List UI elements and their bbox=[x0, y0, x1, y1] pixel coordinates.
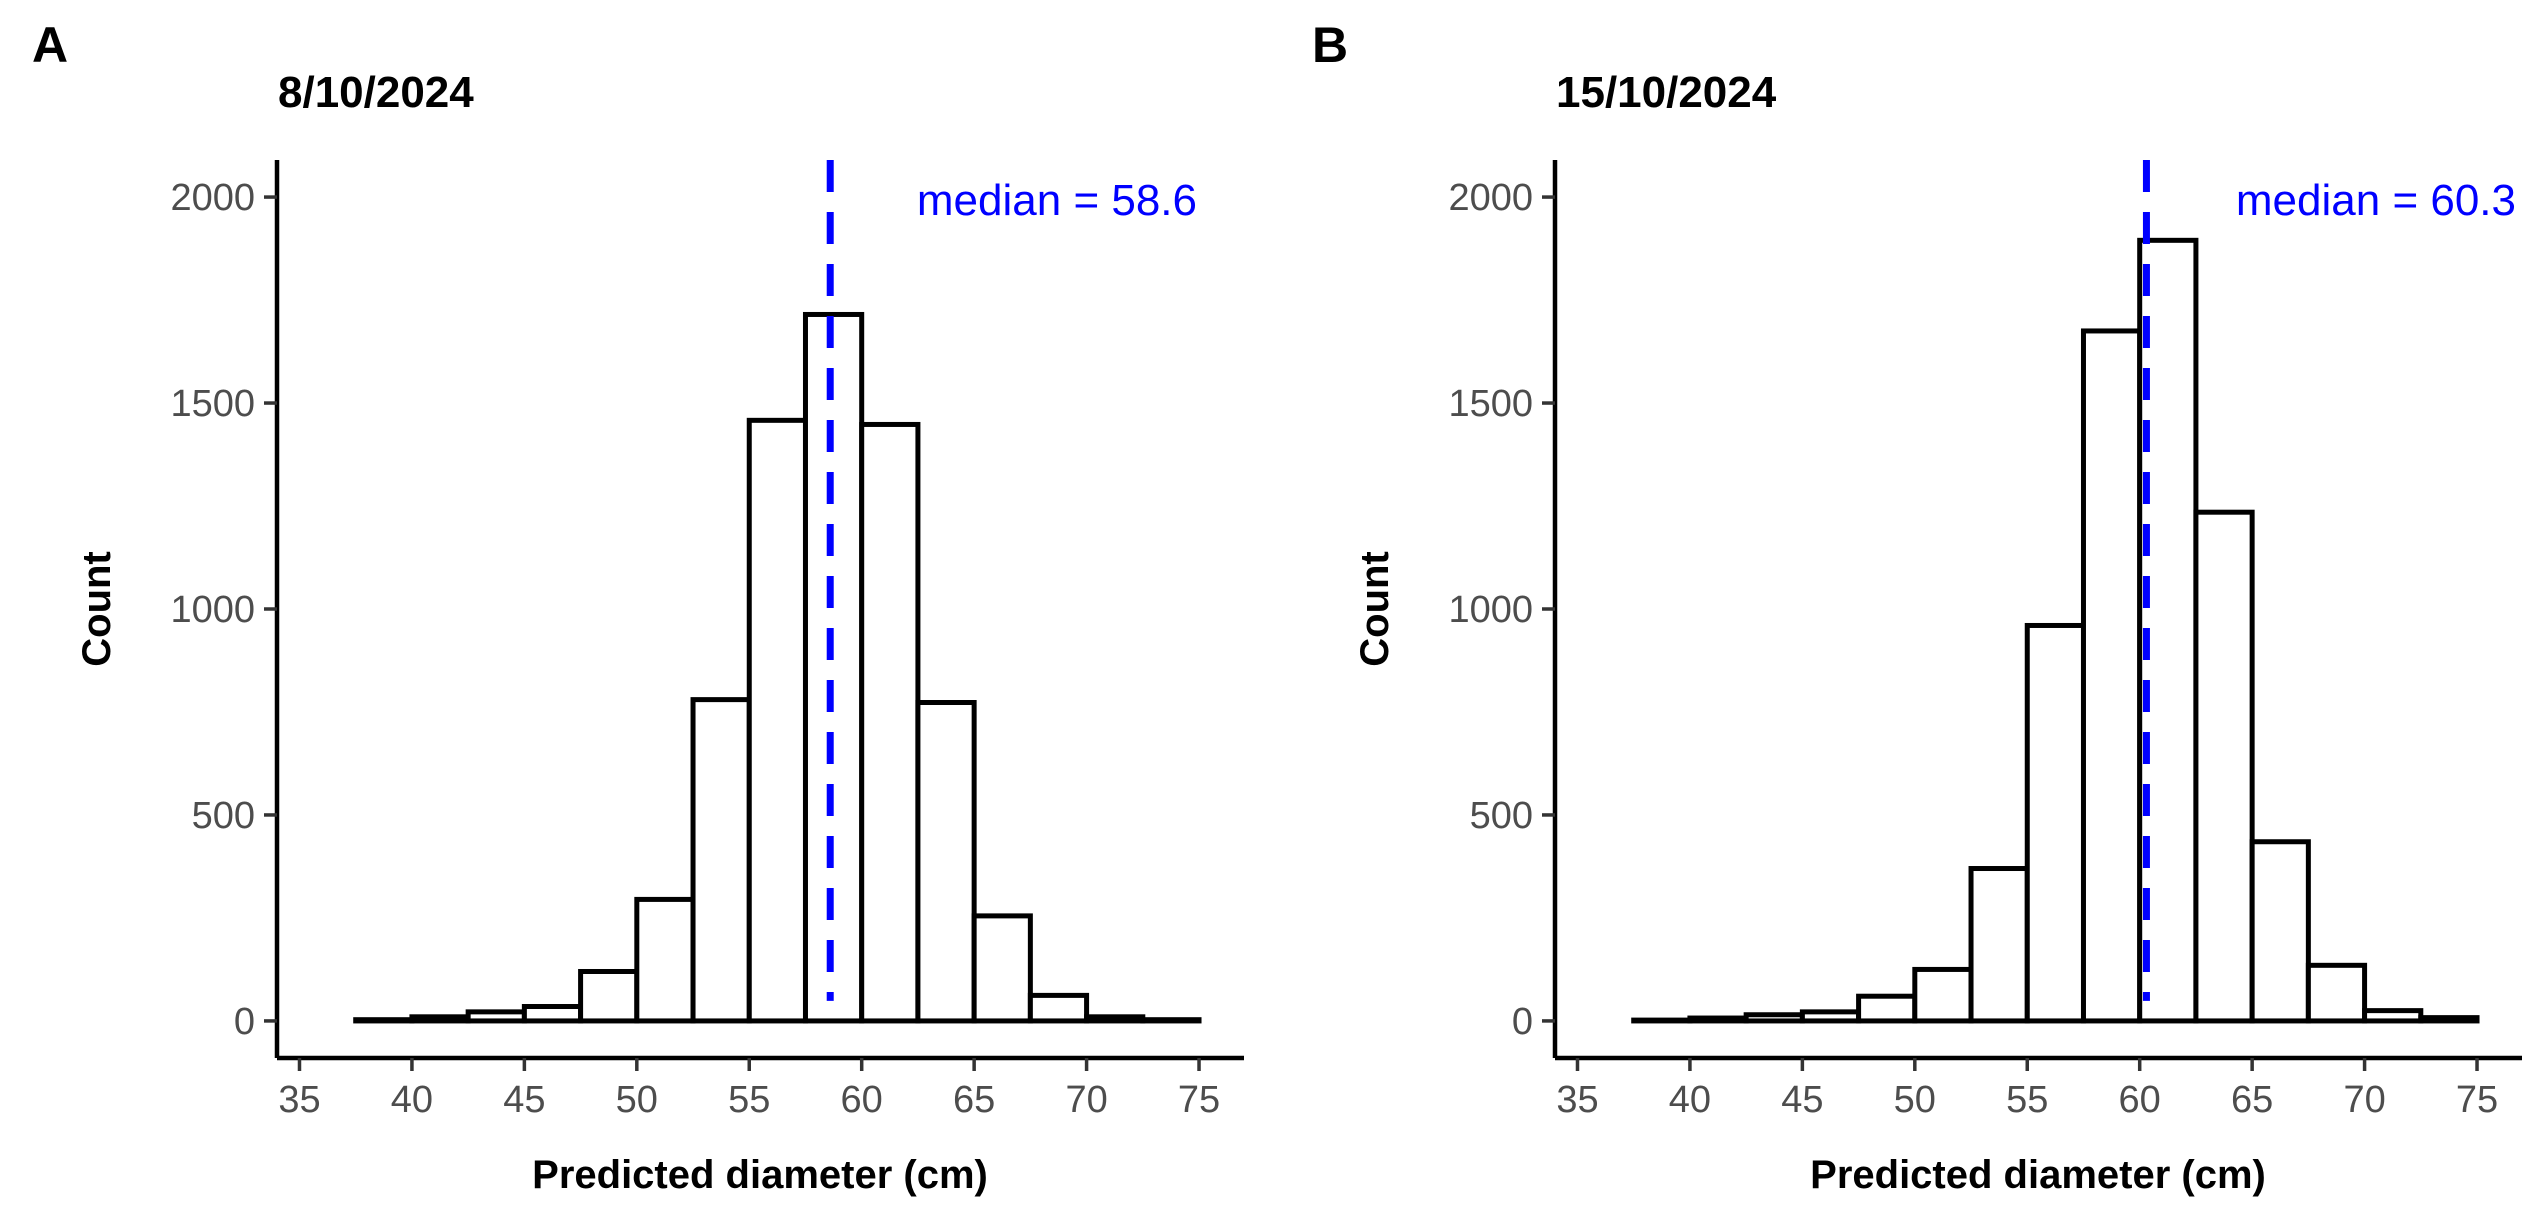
y-tick-label: 1500 bbox=[170, 383, 255, 425]
x-tick-label: 35 bbox=[278, 1079, 320, 1121]
x-tick-label: 45 bbox=[1781, 1079, 1823, 1121]
x-tick-label: 60 bbox=[841, 1079, 883, 1121]
histogram-bars bbox=[353, 311, 1202, 1024]
y-axis-title: Count bbox=[75, 551, 119, 667]
histogram-bar bbox=[1799, 1009, 1862, 1024]
x-tick-label: 40 bbox=[391, 1079, 433, 1121]
histogram-bar bbox=[465, 1009, 527, 1024]
panel-title: 8/10/2024 bbox=[278, 68, 474, 117]
panel-b: B 15/10/2024 median = 60.3 0 500 1000 1500 2… bbox=[1312, 17, 2522, 1197]
histogram-bar bbox=[690, 697, 752, 1024]
histogram-bar bbox=[859, 421, 921, 1024]
panel-a: A 8/10/2024 median = 58.6 0 500 1000 1500 20… bbox=[32, 17, 1244, 1197]
x-tick-label: 40 bbox=[1669, 1079, 1711, 1121]
x-tick-label: 75 bbox=[2456, 1079, 2498, 1121]
x-axis-ticks: 35 40 45 50 55 60 65 70 75 bbox=[278, 1058, 1220, 1121]
histogram-bar bbox=[2080, 328, 2143, 1024]
median-label: median = 60.3 bbox=[2236, 176, 2516, 225]
histogram-bar bbox=[746, 417, 808, 1024]
y-axis-ticks: 0 500 1000 1500 2000 bbox=[170, 177, 277, 1043]
panel-title: 15/10/2024 bbox=[1556, 68, 1777, 117]
histogram-bar bbox=[353, 1017, 415, 1024]
histogram-bar bbox=[1687, 1015, 1749, 1024]
x-tick-label: 50 bbox=[616, 1079, 658, 1121]
y-tick-label: 2000 bbox=[170, 177, 255, 219]
y-axis-title: Count bbox=[1353, 551, 1397, 667]
histogram-bar bbox=[2305, 962, 2368, 1024]
histogram-bar bbox=[971, 913, 1033, 1024]
panel-letter: A bbox=[32, 17, 68, 73]
histogram-bar bbox=[1084, 1014, 1146, 1024]
x-tick-label: 35 bbox=[1556, 1079, 1598, 1121]
y-tick-label: 1000 bbox=[1448, 589, 1533, 631]
histogram-bar bbox=[915, 700, 977, 1024]
x-axis-title: Predicted diameter (cm) bbox=[1810, 1153, 2266, 1197]
histogram-bar bbox=[2418, 1015, 2480, 1024]
y-tick-label: 0 bbox=[234, 1001, 255, 1043]
x-tick-label: 60 bbox=[2119, 1079, 2161, 1121]
histogram-bar bbox=[2193, 509, 2255, 1024]
x-tick-label: 55 bbox=[728, 1079, 770, 1121]
histogram-bar bbox=[1968, 866, 2030, 1024]
x-tick-label: 65 bbox=[2231, 1079, 2273, 1121]
y-tick-label: 1500 bbox=[1448, 383, 1533, 425]
median-label: median = 58.6 bbox=[917, 176, 1197, 225]
x-tick-label: 65 bbox=[953, 1079, 995, 1121]
x-tick-label: 70 bbox=[1065, 1079, 1107, 1121]
histogram-bar bbox=[1140, 1017, 1202, 1024]
panel-letter: B bbox=[1312, 17, 1348, 73]
x-tick-label: 55 bbox=[2006, 1079, 2048, 1121]
histogram-bar bbox=[634, 896, 696, 1024]
histogram-bar bbox=[578, 968, 640, 1024]
y-tick-label: 2000 bbox=[1448, 177, 1533, 219]
histogram-bar bbox=[2249, 839, 2311, 1024]
histogram-bar bbox=[1631, 1017, 1693, 1024]
histogram-bar bbox=[2024, 622, 2086, 1024]
y-axis-ticks: 0 500 1000 1500 2000 bbox=[1448, 177, 1555, 1043]
x-tick-label: 50 bbox=[1894, 1079, 1936, 1121]
x-tick-label: 75 bbox=[1178, 1079, 1220, 1121]
histogram-bar bbox=[521, 1004, 584, 1024]
y-tick-label: 500 bbox=[192, 795, 255, 837]
y-tick-label: 1000 bbox=[170, 589, 255, 631]
x-tick-label: 70 bbox=[2343, 1079, 2385, 1121]
x-axis-title: Predicted diameter (cm) bbox=[532, 1153, 988, 1197]
histogram-bar bbox=[1856, 993, 1918, 1024]
x-axis-ticks: 35 40 45 50 55 60 65 70 75 bbox=[1556, 1058, 2498, 1121]
histogram-bar bbox=[409, 1014, 471, 1024]
histogram-bar bbox=[1027, 992, 1090, 1024]
y-tick-label: 500 bbox=[1470, 795, 1533, 837]
histogram-bar bbox=[1912, 966, 1974, 1024]
x-tick-label: 45 bbox=[503, 1079, 545, 1121]
y-tick-label: 0 bbox=[1512, 1001, 1533, 1043]
histogram-bar bbox=[1743, 1012, 1805, 1024]
histogram-bar bbox=[2362, 1008, 2424, 1024]
